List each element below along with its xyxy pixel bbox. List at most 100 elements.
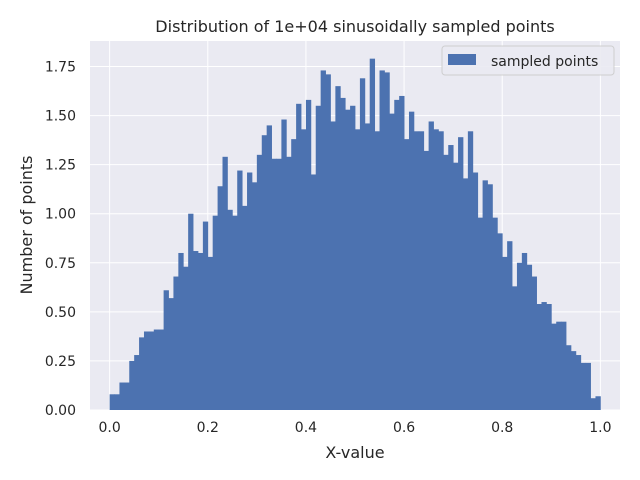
histogram-bar: [561, 321, 567, 410]
histogram-bar: [251, 182, 258, 410]
histogram-bar: [237, 170, 243, 410]
histogram-bar: [492, 217, 498, 410]
chart-title: Distribution of 1e+04 sinusoidally sampl…: [155, 17, 554, 36]
histogram-bar: [119, 382, 125, 410]
histogram-bar: [546, 304, 552, 410]
histogram-bar: [536, 304, 542, 410]
histogram-bar: [443, 154, 449, 410]
histogram-bar: [320, 70, 326, 410]
histogram-bar: [394, 99, 400, 410]
histogram-bar: [222, 156, 228, 410]
histogram-bar: [595, 396, 601, 410]
histogram-bar: [512, 286, 518, 410]
y-tick-label: 1.75: [45, 60, 76, 76]
legend-label: sampled points: [491, 54, 598, 70]
histogram-bar: [202, 221, 209, 410]
histogram-bar: [315, 105, 322, 411]
y-tick-label: 0.50: [45, 305, 76, 321]
x-tick-labels: 0.0 0.2 0.4 0.6 0.8 1.0: [98, 420, 611, 436]
x-tick-label: 0.4: [295, 420, 317, 436]
legend-box: [441, 45, 615, 76]
y-tick-label: 1.50: [45, 109, 76, 125]
histogram-bar: [384, 72, 390, 410]
x-tick-label: 0.2: [197, 420, 219, 436]
histogram-bar: [556, 321, 562, 410]
histogram-bar: [168, 298, 174, 410]
histogram-bar: [158, 329, 165, 410]
histogram-bar: [325, 74, 331, 411]
histogram-bar: [109, 394, 115, 410]
histogram-bar: [153, 329, 160, 410]
histogram-bar: [281, 119, 287, 411]
histogram-bar: [124, 382, 130, 410]
y-tick-label: 0.75: [45, 256, 76, 272]
histogram-bar: [408, 111, 415, 410]
histogram-bar: [418, 131, 425, 410]
bars: [109, 58, 601, 411]
histogram-bar: [335, 86, 341, 410]
histogram-bar: [355, 129, 361, 410]
x-tick-label: 0.8: [491, 420, 513, 436]
histogram-bar: [566, 345, 572, 410]
y-tick-labels: 0.00 0.25 0.50 0.75 1.00 1.25 1.50 1.75: [45, 60, 76, 419]
histogram-bar: [271, 158, 277, 410]
histogram-bar: [247, 172, 253, 410]
x-tick-label: 0.0: [98, 420, 120, 436]
histogram-bar: [364, 123, 371, 411]
histogram-bar: [163, 290, 169, 410]
histogram-bar: [448, 145, 454, 410]
histogram-bar: [487, 184, 493, 410]
histogram-bar: [193, 251, 199, 410]
histogram-bar: [477, 217, 483, 410]
histogram-bar: [413, 131, 420, 410]
histogram-bar: [286, 156, 292, 410]
histogram-bar: [541, 302, 547, 410]
histogram-bar: [261, 135, 268, 410]
y-tick-label: 1.00: [45, 207, 76, 223]
histogram-bar: [551, 323, 557, 410]
histogram-bar: [389, 113, 395, 410]
histogram-bar: [296, 103, 302, 411]
histogram-bar: [350, 105, 356, 411]
histogram-bar: [467, 131, 474, 410]
histogram-bar: [207, 256, 214, 410]
histogram-bar: [428, 121, 434, 411]
histogram-bar: [580, 362, 587, 410]
histogram-bar: [340, 97, 346, 410]
histogram-bar: [590, 398, 596, 410]
histogram-bar: [330, 121, 336, 411]
y-tick-label: 0.00: [45, 403, 76, 419]
histogram-bar: [173, 276, 179, 410]
histogram-bar: [575, 355, 582, 410]
histogram-bar: [369, 58, 376, 411]
histogram-bar: [217, 186, 223, 410]
x-tick-label: 1.0: [589, 420, 611, 436]
histogram-bar: [305, 99, 312, 410]
x-tick-label: 0.6: [393, 420, 415, 436]
y-tick-label: 0.25: [45, 354, 76, 370]
histogram-bar: [516, 262, 523, 410]
x-axis-label: X-value: [325, 443, 384, 462]
histogram-bar: [139, 337, 145, 410]
histogram-bar: [134, 355, 140, 410]
y-tick-label: 1.25: [45, 158, 76, 174]
histogram-bar: [507, 241, 513, 410]
histogram-bar: [497, 233, 503, 410]
histogram-bar: [458, 137, 464, 410]
histogram-bar: [232, 215, 238, 410]
histogram-bar: [399, 95, 405, 410]
histogram-bar: [276, 158, 282, 410]
histogram-bar: [114, 394, 120, 410]
legend: sampled points: [441, 45, 615, 76]
histogram-bar: [531, 276, 537, 410]
histogram-bar: [178, 252, 184, 410]
histogram-bar: [570, 351, 577, 410]
histogram-bar: [212, 215, 218, 410]
histogram-bar: [301, 129, 307, 410]
histogram-bar: [266, 125, 272, 411]
histogram-bar: [129, 360, 135, 410]
histogram-bar: [502, 256, 508, 410]
histogram-bar: [521, 252, 528, 410]
histogram-bar: [188, 213, 194, 410]
